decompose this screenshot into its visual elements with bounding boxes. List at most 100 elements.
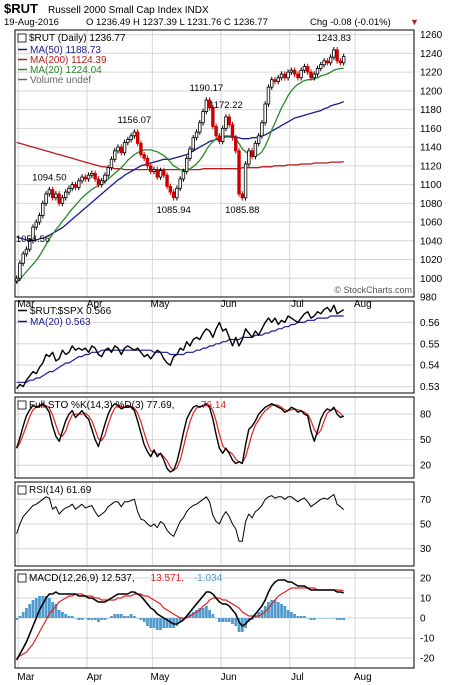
- macd-histogram-bar: [195, 610, 198, 618]
- macd-histogram-bar: [221, 618, 225, 622]
- candle-body: [129, 135, 133, 141]
- candle-body: [279, 73, 284, 79]
- date-label: 19-Aug-2016: [4, 17, 59, 28]
- legend-text: MA(50) 1188.73: [30, 45, 101, 56]
- candle-body: [217, 135, 222, 142]
- candle-body: [126, 139, 130, 143]
- macd-histogram-bar: [312, 618, 316, 620]
- macd-histogram-bar: [129, 614, 133, 618]
- legend-text: Full STO %K(14,3) %D(3) 77.69,: [29, 400, 174, 411]
- candle-body: [247, 150, 251, 165]
- y-tick-label: 0.56: [420, 318, 440, 329]
- macd-histogram-bar: [227, 618, 231, 622]
- macd-signal-line: [16, 587, 344, 659]
- candle-body: [103, 174, 107, 182]
- macd-histogram-bar: [342, 618, 346, 621]
- macd-histogram-bar: [257, 612, 261, 618]
- y-tick-label: 50: [420, 435, 432, 446]
- candle-body: [315, 68, 320, 75]
- macd-histogram-bar: [339, 618, 342, 620]
- macd-histogram-bar: [316, 618, 319, 619]
- y-tick-label: 1120: [420, 161, 442, 172]
- macd-histogram-bar: [159, 618, 162, 630]
- candle-body: [93, 172, 97, 180]
- panel-marker-icon: [17, 400, 27, 410]
- macd-histogram-bar: [44, 596, 48, 618]
- candle-body: [224, 116, 228, 129]
- y-tick-label: 0.54: [420, 361, 440, 372]
- macd-histogram-bar: [106, 618, 110, 619]
- candle-body: [266, 86, 271, 105]
- candle-body: [188, 148, 192, 159]
- y-tick-label: 20: [420, 574, 432, 585]
- y-tick-label: 1040: [420, 236, 443, 247]
- macd-histogram-bar: [309, 618, 313, 620]
- panel-2: 20 50 80 Full STO %K(14,3) %D(3) 77.69, 76.1…: [14, 396, 432, 479]
- price-panel-title: $RUT (Daily) 1236.77: [29, 33, 126, 44]
- macd-histogram-bar: [152, 618, 156, 628]
- macd-histogram-bar: [34, 598, 38, 618]
- candle-body: [211, 107, 215, 127]
- macd-histogram-bar: [250, 618, 254, 620]
- macd-histogram-bar: [280, 604, 283, 618]
- x-tick-label: Apr: [87, 672, 103, 683]
- legend-text: $RUT:$SPX 0.566: [30, 306, 112, 317]
- y-tick-label: 30: [420, 544, 432, 555]
- macd-histogram-bar: [325, 618, 329, 619]
- candle-body: [31, 226, 35, 242]
- x-tick-label: Jul: [291, 672, 304, 683]
- candle-body: [341, 56, 346, 64]
- panel-marker-icon: [17, 573, 27, 583]
- candle-body: [214, 126, 218, 137]
- legend-text: 13.571,: [151, 573, 184, 584]
- macd-histogram-bar: [306, 618, 310, 619]
- panel-0: 980 1000 1020 1040 1060 1080 1100 1120 1140 1160 1…: [14, 29, 443, 304]
- macd-histogram-bar: [136, 618, 140, 619]
- panel-frame: [14, 29, 415, 298]
- macd-histogram-bar: [132, 616, 136, 618]
- candle-body: [191, 137, 195, 150]
- candle-body: [158, 170, 163, 178]
- panel-frame: [14, 569, 415, 669]
- candle-body: [135, 131, 140, 144]
- macd-histogram-bar: [198, 608, 202, 618]
- macd-histogram-bar: [110, 616, 113, 618]
- macd-histogram-bar: [123, 616, 126, 618]
- ma50-line: [16, 100, 344, 241]
- y-tick-label: 0: [420, 614, 426, 625]
- candle-body: [99, 180, 104, 185]
- candle-body: [250, 150, 254, 157]
- candle-body: [34, 221, 38, 228]
- legend-text: MA(200) 1124.39: [30, 55, 107, 66]
- candle-body: [132, 131, 137, 137]
- candle-body: [80, 176, 84, 182]
- macd-histogram-bar: [87, 618, 90, 620]
- candle-body: [286, 71, 290, 79]
- candle-body: [234, 137, 238, 152]
- candle-body: [63, 191, 68, 199]
- candle-body: [155, 169, 159, 178]
- candle-body: [162, 170, 166, 176]
- y-tick-label: 80: [420, 410, 432, 421]
- y-tick-label: 980: [420, 293, 437, 304]
- ohlc-values: O 1236.49 H 1237.39 L 1231.76 C 1236.77: [86, 17, 268, 28]
- y-tick-label: 1000: [420, 274, 443, 285]
- candle-body: [109, 158, 114, 169]
- macd-histogram-bar: [103, 618, 107, 620]
- y-tick-label: 50: [420, 520, 432, 531]
- macd-histogram-bar: [70, 616, 74, 618]
- candle-body: [263, 103, 267, 124]
- macd-histogram-bar: [237, 618, 241, 632]
- candle-body: [73, 184, 78, 188]
- macd-histogram-bar: [175, 618, 179, 626]
- candle-body: [54, 193, 58, 199]
- candle-body: [260, 122, 264, 137]
- candle-body: [276, 77, 280, 82]
- macd-histogram-bar: [332, 618, 336, 619]
- macd-histogram-bar: [165, 618, 169, 628]
- legend-text: MA(20) 0.563: [30, 317, 91, 328]
- candle-body: [41, 202, 45, 216]
- candle-body: [47, 189, 52, 195]
